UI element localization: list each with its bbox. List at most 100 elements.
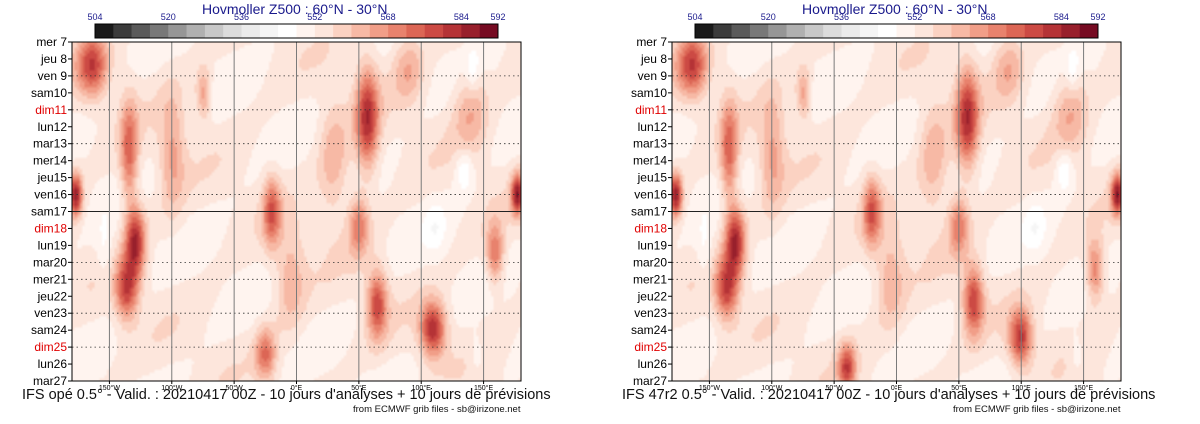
colorbar-swatch [186, 24, 206, 38]
colorbar-tick-label: 584 [1054, 12, 1069, 22]
colorbar-swatch [149, 24, 169, 38]
y-tick-label: mer21 [33, 272, 67, 286]
colorbar-swatch [278, 24, 297, 38]
hovmoller-panel-47r2: Hovmoller Z500 : 60°N - 30°N mer 7 jeu 8 v… [600, 0, 1200, 424]
colorbar-swatch [713, 24, 732, 38]
y-tick-label: dim25 [34, 340, 67, 354]
y-tick-label: sam24 [631, 323, 667, 337]
colorbar-swatch [951, 24, 971, 38]
y-tick-label: dim18 [34, 221, 67, 235]
colorbar-tick-label: 552 [907, 12, 922, 22]
y-tick-label: lun26 [38, 357, 68, 371]
colorbar-tick-label: 568 [381, 12, 396, 22]
y-tick-label: mar13 [633, 137, 667, 151]
y-tick-label: jeu 8 [640, 52, 667, 66]
colorbar-swatch [113, 24, 132, 38]
x-tick-label: 0°E [291, 384, 303, 392]
colorbar-swatch [1043, 24, 1062, 38]
colorbar-swatch [695, 24, 714, 38]
y-tick-label: mer21 [633, 272, 667, 286]
y-tick-label: mar20 [33, 255, 67, 269]
y-tick-label: jeu 8 [40, 52, 67, 66]
y-tick-label: lun26 [638, 357, 668, 371]
hovmoller-chart: mer 7 jeu 8 ven 9 sam10 dim11 lun12 mar13 mer14… [31, 12, 522, 392]
colorbar-swatch [859, 24, 879, 38]
y-tick-label: lun12 [638, 120, 668, 134]
colorbar-swatch [933, 24, 952, 38]
colorbar-swatch [1061, 24, 1080, 38]
y-tick-label: sam17 [631, 205, 667, 219]
y-tick-label: ven16 [34, 188, 67, 202]
colorbar-swatch [333, 24, 352, 38]
x-tick-label: 100°E [412, 384, 431, 392]
chart-footer: IFS 47r2 0.5° - Valid. : 20210417 00Z - … [622, 387, 1156, 403]
colorbar-swatch [131, 24, 151, 38]
colorbar-swatch [259, 24, 279, 38]
colorbar-tick-label: 552 [307, 12, 322, 22]
colorbar-tick-label: 504 [87, 12, 102, 22]
colorbar-swatch [296, 24, 316, 38]
y-tick-label: jeu22 [37, 289, 68, 303]
colorbar-swatch [896, 24, 916, 38]
colorbar-frame [94, 23, 499, 39]
chart-credit: from ECMWF grib files - sb@irizone.net [953, 404, 1121, 415]
x-tick-label: 50°E [951, 384, 967, 392]
y-tick-label: lun19 [38, 238, 68, 252]
y-tick-label: lun12 [38, 120, 68, 134]
colorbar-swatch [406, 24, 426, 38]
colorbar-tick-label: 592 [490, 12, 505, 22]
x-tick-label: 50°W [826, 384, 844, 392]
colorbar-swatch [168, 24, 187, 38]
colorbar-swatch [914, 24, 934, 38]
colorbar-swatch [1024, 24, 1044, 38]
colorbar-tick-label: 592 [1090, 12, 1105, 22]
y-tick-label: mar27 [33, 374, 67, 388]
colorbar-tick-label: 536 [234, 12, 249, 22]
y-tick-label: sam17 [31, 205, 67, 219]
x-tick-label: 150°E [474, 384, 493, 392]
colorbar-tick-label: 504 [687, 12, 702, 22]
y-tick-label: sam10 [631, 86, 667, 100]
y-tick-label: jeu15 [37, 171, 68, 185]
colorbar-swatch [768, 24, 787, 38]
y-tick-label: mer14 [633, 154, 667, 168]
x-tick-label: 100°W [761, 384, 782, 392]
chart-footer: IFS opé 0.5° - Valid. : 20210417 00Z - 1… [22, 387, 551, 403]
x-tick-label: 50°E [351, 384, 367, 392]
y-tick-label: mar20 [633, 255, 667, 269]
colorbar-tick-label: 520 [761, 12, 776, 22]
y-tick-label: jeu15 [637, 171, 668, 185]
y-tick-label: mer 7 [36, 35, 67, 49]
x-tick-label: 150°E [1074, 384, 1093, 392]
y-tick-label: mer 7 [636, 35, 667, 49]
chart-title: Hovmoller Z500 : 60°N - 30°N [802, 1, 988, 17]
y-tick-label: dim11 [635, 103, 667, 117]
hovmoller-panel-ope: Hovmoller Z500 : 60°N - 30°N mer 7 jeu 8 v… [22, 1, 551, 415]
colorbar-swatch [1006, 24, 1026, 38]
x-tick-label: 50°W [226, 384, 244, 392]
x-tick-label: 0°E [891, 384, 903, 392]
colorbar-swatch [841, 24, 861, 38]
colorbar-swatch [388, 24, 407, 38]
y-tick-label: ven 9 [638, 69, 668, 83]
colorbar-swatch [969, 24, 989, 38]
x-tick-label: 100°E [1012, 384, 1031, 392]
y-tick-label: ven16 [634, 188, 667, 202]
colorbar-swatch [878, 24, 897, 38]
hovmoller-chart: mer 7 jeu 8 ven 9 sam10 dim11 lun12 mar13 mer14… [631, 12, 1122, 392]
colorbar-tick-label: 568 [981, 12, 996, 22]
y-tick-label: dim11 [35, 103, 67, 117]
colorbar-swatch [461, 24, 480, 38]
y-tick-label: dim25 [634, 340, 667, 354]
colorbar-swatch [786, 24, 806, 38]
y-tick-label: lun19 [638, 238, 668, 252]
colorbar-swatch [804, 24, 824, 38]
x-tick-label: 100°W [161, 384, 182, 392]
x-tick-label: 150°W [699, 384, 720, 392]
y-tick-label: dim18 [634, 221, 667, 235]
colorbar-swatch [1079, 24, 1099, 38]
colorbar-swatch [241, 24, 261, 38]
y-tick-label: mar27 [633, 374, 667, 388]
y-tick-label: ven23 [634, 306, 667, 320]
chart-title: Hovmoller Z500 : 60°N - 30°N [202, 1, 388, 17]
